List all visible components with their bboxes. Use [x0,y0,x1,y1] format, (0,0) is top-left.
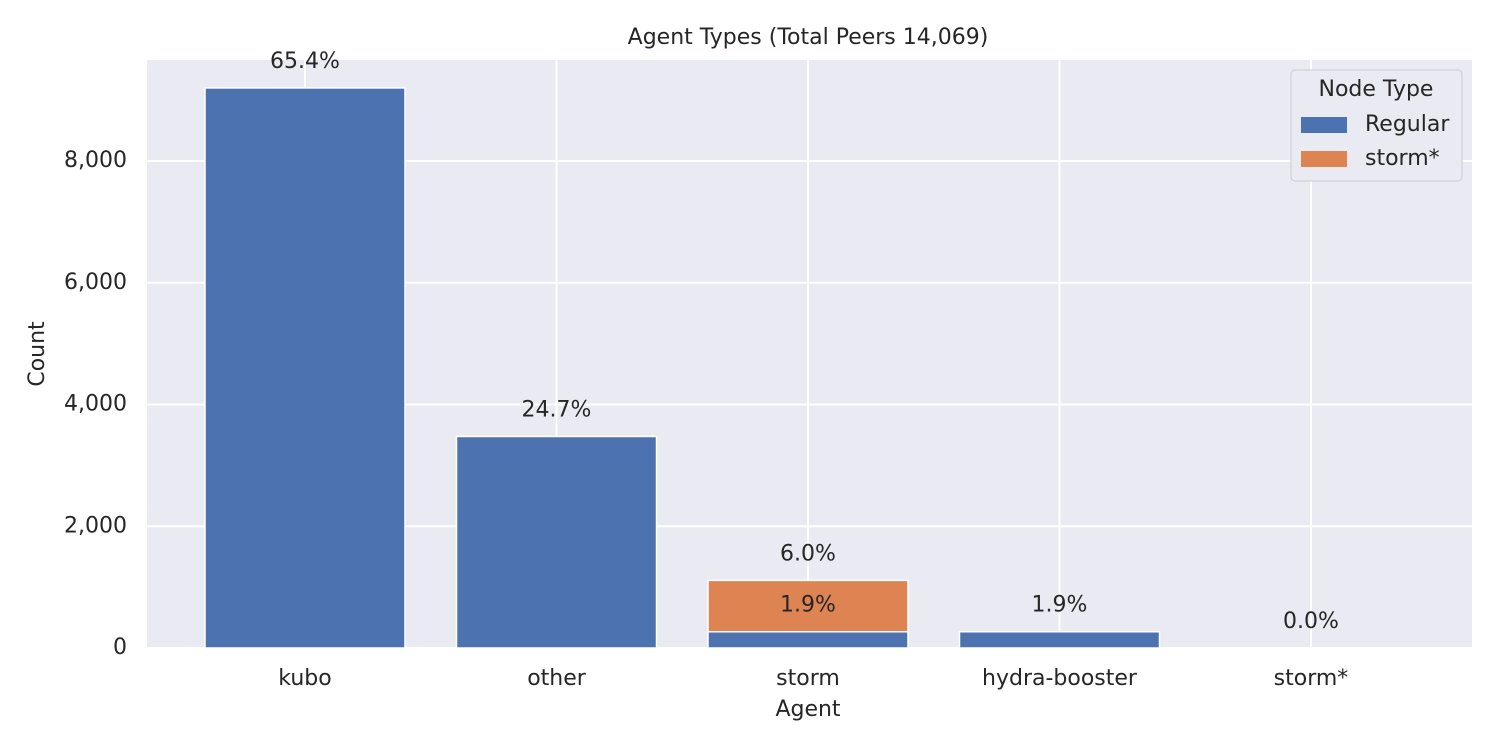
data-label: 6.0% [780,541,836,566]
bar [707,630,909,649]
legend-swatch [1301,117,1347,133]
bar [204,87,406,649]
legend-label: storm* [1365,146,1440,171]
legend-label: Regular [1365,112,1450,137]
x-tick-label: kubo [278,666,331,691]
data-label: 1.9% [780,593,836,618]
y-axis-label: Count [25,321,50,387]
y-tick-label: 4,000 [64,392,127,417]
y-tick-label: 8,000 [64,148,127,173]
bar [958,630,1161,649]
y-tick-label: 6,000 [64,270,127,295]
bars [204,87,1161,649]
data-label: 0.0% [1283,609,1339,634]
y-tick-label: 2,000 [64,513,127,538]
y-tick-label: 0 [113,635,127,660]
x-axis-label: Agent [775,697,840,722]
bar [707,579,909,633]
x-tick-label: other [527,666,587,691]
legend-swatch [1301,151,1347,167]
legend-title: Node Type [1319,77,1434,102]
bar [455,435,658,649]
data-label: 24.7% [522,397,592,422]
chart-title: Agent Types (Total Peers 14,069) [628,25,989,50]
legend: Node Type Regular storm* [1290,69,1463,182]
data-label: 65.4% [270,49,340,74]
x-tick-label: storm* [1274,666,1349,691]
x-tick-label: hydra-booster [982,666,1138,691]
data-label: 1.9% [1032,593,1088,618]
x-tick-label: storm [776,666,840,691]
